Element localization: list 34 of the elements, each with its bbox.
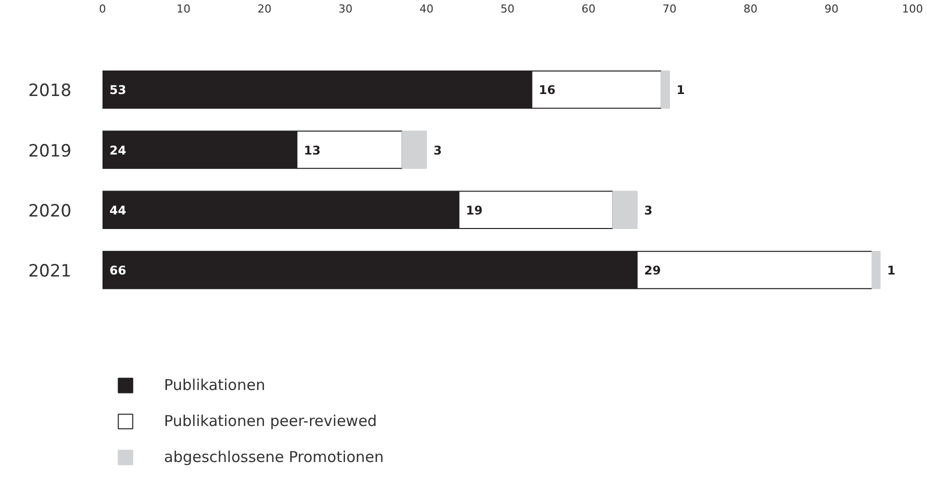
- bar: [402, 130, 427, 169]
- data-label: 19: [466, 203, 483, 218]
- data-label: 16: [538, 83, 556, 98]
- x-tick-label: 0: [99, 2, 106, 16]
- data-label: 3: [434, 143, 442, 158]
- bar: [660, 70, 670, 109]
- bar: [872, 250, 881, 290]
- data-label: 24: [110, 143, 126, 158]
- data-label: 53: [110, 83, 126, 98]
- legend-label: Publikationen peer-reviewed: [164, 412, 377, 430]
- y-tick-label: 2019: [28, 141, 72, 162]
- bar: [612, 190, 638, 230]
- data-label: 13: [304, 143, 321, 158]
- data-label: 66: [110, 264, 126, 278]
- legend-label: abgeschlossene Promotionen: [164, 448, 384, 466]
- x-tick-label: 40: [420, 2, 434, 16]
- data-label: 3: [644, 203, 652, 218]
- data-label: 29: [644, 264, 661, 278]
- x-tick-label: 70: [662, 2, 676, 16]
- legend-label: Publikationen: [164, 376, 266, 394]
- x-tick-label: 90: [824, 2, 838, 16]
- data-label: 44: [110, 203, 126, 218]
- x-tick-label: 20: [258, 2, 272, 16]
- y-tick-label: 2021: [28, 262, 72, 282]
- data-label: 1: [887, 264, 896, 278]
- y-tick-label: 2018: [28, 81, 72, 102]
- x-tick-label: 50: [500, 2, 514, 16]
- y-tick-label: 2020: [28, 201, 72, 222]
- data-label: 1: [676, 83, 685, 98]
- x-tick-label: 100: [902, 2, 923, 16]
- x-tick-label: 10: [176, 2, 190, 16]
- x-tick-label: 30: [338, 2, 352, 16]
- x-tick-label: 60: [582, 2, 596, 16]
- x-tick-label: 80: [744, 2, 758, 16]
